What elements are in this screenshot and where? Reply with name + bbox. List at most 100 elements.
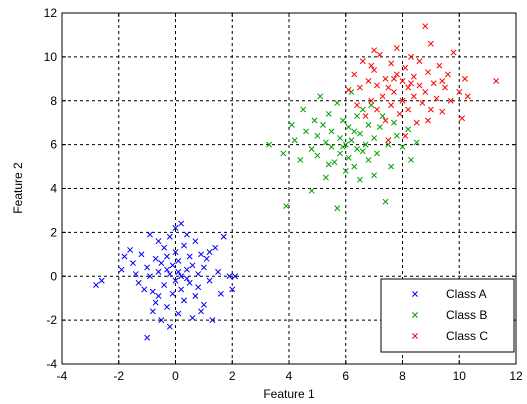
data-point bbox=[493, 78, 500, 84]
data-point bbox=[461, 75, 468, 82]
data-point bbox=[183, 231, 190, 238]
legend-entry: Class A bbox=[446, 287, 487, 301]
data-point bbox=[325, 161, 332, 168]
data-point bbox=[164, 304, 170, 310]
data-point bbox=[356, 130, 363, 137]
data-point bbox=[161, 244, 168, 251]
data-point bbox=[291, 137, 298, 144]
data-point bbox=[376, 51, 383, 58]
data-point bbox=[186, 253, 193, 260]
x-tick-label: 4 bbox=[286, 369, 293, 383]
data-point bbox=[427, 106, 434, 113]
data-point bbox=[198, 251, 204, 258]
data-point bbox=[459, 115, 466, 122]
data-point bbox=[98, 277, 105, 284]
data-point bbox=[371, 135, 378, 141]
data-point bbox=[422, 89, 429, 95]
data-point bbox=[266, 141, 273, 148]
data-point bbox=[172, 249, 179, 256]
data-point bbox=[425, 69, 431, 76]
data-point bbox=[195, 271, 202, 278]
data-point bbox=[379, 113, 386, 120]
data-point bbox=[405, 126, 412, 133]
legend-marker bbox=[412, 312, 418, 318]
data-point bbox=[345, 86, 352, 93]
data-point bbox=[149, 308, 156, 315]
series-1 bbox=[93, 220, 239, 341]
data-point bbox=[356, 176, 363, 183]
axis-ticks: -4 -2 0 2 4 6 8 10 12 -4 -2 0 2 4 6 8 10 12 bbox=[44, 6, 523, 383]
data-point bbox=[155, 238, 162, 245]
data-point bbox=[288, 121, 295, 128]
data-point bbox=[226, 273, 233, 280]
legend-marker bbox=[412, 333, 418, 339]
data-point bbox=[206, 277, 213, 284]
legend-entry: Class B bbox=[446, 308, 487, 322]
legend-box bbox=[380, 278, 515, 353]
data-point bbox=[206, 249, 213, 256]
data-point bbox=[374, 82, 380, 89]
data-point bbox=[189, 314, 196, 321]
data-point bbox=[147, 231, 153, 238]
data-point bbox=[178, 220, 185, 227]
data-point bbox=[374, 150, 380, 157]
series-3 bbox=[345, 23, 500, 144]
data-point bbox=[388, 60, 395, 67]
data-point bbox=[382, 198, 389, 205]
data-point bbox=[365, 78, 372, 84]
data-point bbox=[322, 174, 329, 181]
data-point bbox=[430, 80, 437, 87]
data-point bbox=[280, 150, 287, 157]
data-point bbox=[413, 119, 420, 126]
data-point bbox=[141, 286, 148, 293]
data-point bbox=[464, 93, 471, 100]
data-point bbox=[169, 262, 176, 269]
data-point bbox=[178, 286, 185, 293]
data-point bbox=[385, 141, 392, 148]
data-point bbox=[152, 299, 159, 306]
legend: Class A Class B Class C bbox=[380, 278, 515, 353]
data-point bbox=[456, 89, 463, 95]
data-points bbox=[93, 23, 500, 341]
data-point bbox=[172, 277, 179, 284]
data-point bbox=[385, 84, 392, 91]
data-point bbox=[427, 40, 434, 47]
x-tick-label: -2 bbox=[113, 369, 124, 383]
data-point bbox=[320, 121, 327, 128]
data-point bbox=[217, 290, 224, 297]
data-point bbox=[155, 268, 162, 275]
data-point bbox=[433, 95, 440, 102]
data-point bbox=[303, 128, 309, 135]
data-point bbox=[164, 253, 170, 260]
data-point bbox=[410, 93, 417, 100]
data-point bbox=[314, 132, 321, 139]
data-point bbox=[362, 113, 369, 120]
data-point bbox=[229, 286, 236, 293]
y-tick-label: 12 bbox=[44, 6, 58, 20]
data-point bbox=[371, 47, 378, 54]
y-axis-label: Feature 2 bbox=[11, 162, 25, 214]
data-point bbox=[175, 310, 182, 317]
data-point bbox=[328, 143, 335, 150]
data-point bbox=[149, 288, 156, 295]
data-point bbox=[164, 266, 170, 273]
y-tick-label: -4 bbox=[46, 357, 57, 371]
data-point bbox=[408, 157, 414, 163]
x-tick-label: 8 bbox=[399, 369, 406, 383]
x-tick-label: -4 bbox=[57, 369, 68, 383]
data-point bbox=[419, 99, 426, 106]
data-point bbox=[152, 255, 159, 262]
data-point bbox=[322, 139, 329, 146]
data-point bbox=[138, 251, 145, 258]
data-point bbox=[399, 78, 406, 84]
x-tick-label: 2 bbox=[229, 369, 236, 383]
data-point bbox=[175, 257, 182, 264]
x-tick-label: 0 bbox=[172, 369, 179, 383]
data-point bbox=[192, 293, 199, 299]
y-tick-label: 8 bbox=[50, 94, 57, 108]
y-tick-label: 6 bbox=[50, 138, 57, 152]
data-point bbox=[166, 323, 173, 330]
data-point bbox=[359, 58, 366, 65]
data-point bbox=[393, 132, 400, 139]
data-point bbox=[371, 172, 378, 179]
